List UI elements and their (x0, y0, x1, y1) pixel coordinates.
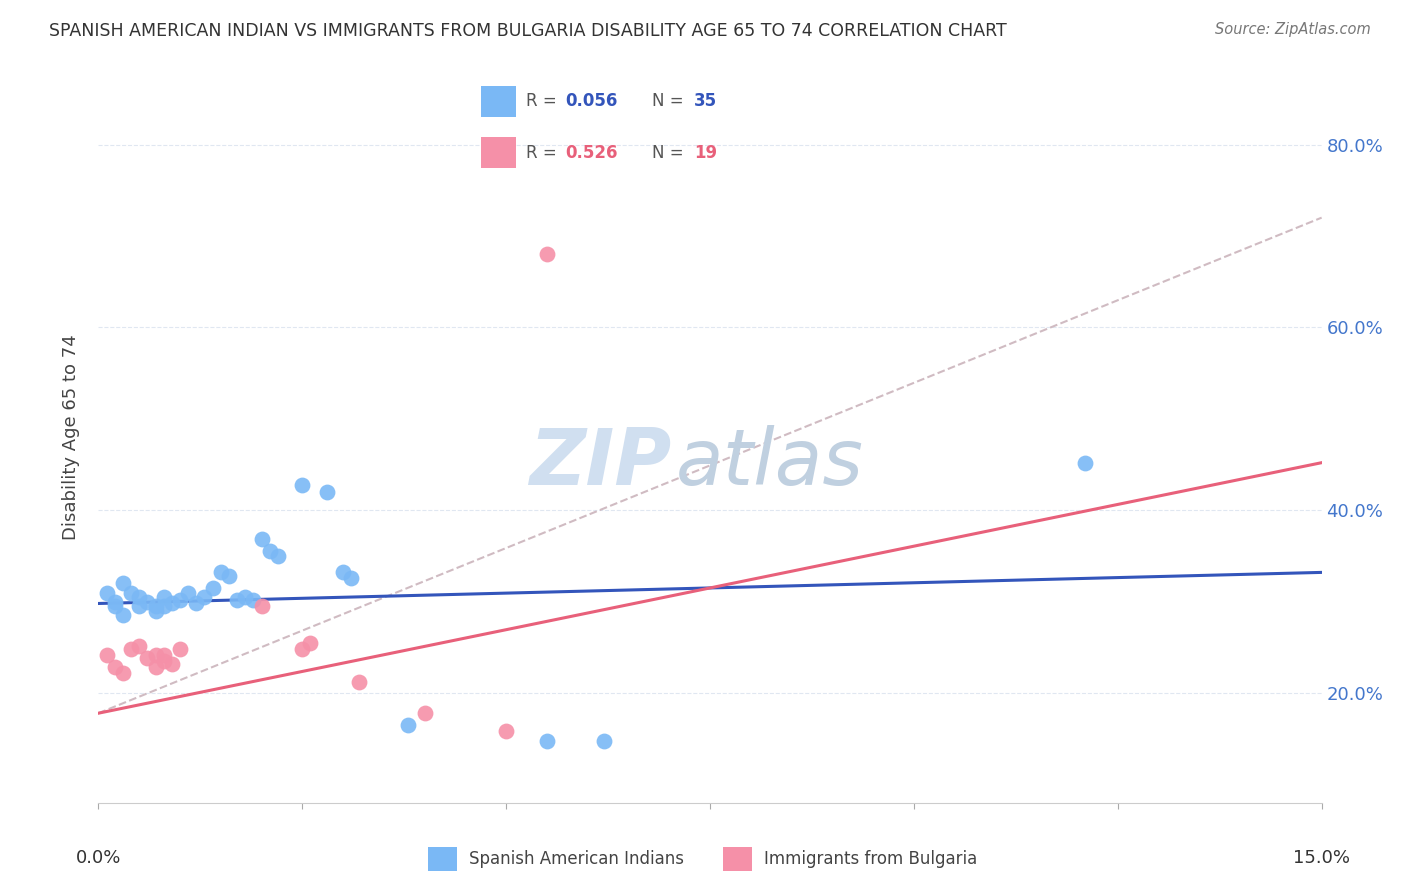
Point (250, 599, 273, 614)
Point (169, 642, 191, 657)
Point (104, 594, 127, 608)
Point (111, 576, 134, 591)
Point (104, 599, 127, 614)
Text: R =: R = (526, 144, 562, 161)
Point (226, 592, 249, 607)
Text: 0.0%: 0.0% (76, 848, 121, 866)
Point (145, 660, 167, 674)
Point (169, 592, 191, 607)
Point (152, 590, 174, 604)
Text: Immigrants from Bulgaria: Immigrants from Bulgaria (765, 849, 977, 868)
Y-axis label: Disability Age 65 to 74: Disability Age 65 to 74 (62, 334, 80, 540)
Point (111, 665, 134, 680)
Point (152, 648, 174, 662)
FancyBboxPatch shape (481, 87, 516, 117)
Point (201, 581, 224, 595)
Point (128, 590, 150, 604)
Point (536, 733, 558, 747)
Point (218, 569, 240, 583)
Point (152, 654, 174, 668)
Point (120, 585, 142, 599)
Point (145, 648, 167, 662)
Point (186, 597, 208, 611)
Point (291, 477, 314, 491)
Point (111, 608, 134, 623)
Point (128, 639, 150, 653)
Point (104, 660, 127, 674)
Text: R =: R = (526, 93, 562, 111)
Text: N =: N = (652, 144, 689, 161)
Point (259, 544, 281, 558)
Text: Source: ZipAtlas.com: Source: ZipAtlas.com (1215, 22, 1371, 37)
Point (495, 724, 517, 739)
FancyBboxPatch shape (481, 137, 516, 168)
Point (413, 706, 436, 721)
Text: 0.056: 0.056 (565, 93, 617, 111)
Text: ZIP: ZIP (529, 425, 671, 500)
FancyBboxPatch shape (427, 847, 457, 871)
Text: 15.0%: 15.0% (1294, 848, 1350, 866)
Text: 19: 19 (695, 144, 717, 161)
Point (250, 533, 273, 547)
Point (136, 651, 159, 665)
Point (332, 566, 354, 580)
Point (145, 599, 167, 614)
Point (160, 597, 183, 611)
Point (536, 247, 558, 261)
Point (267, 549, 290, 563)
Point (299, 636, 322, 650)
FancyBboxPatch shape (723, 847, 752, 871)
Point (177, 585, 200, 599)
Point (145, 604, 167, 618)
Point (315, 485, 337, 500)
Text: N =: N = (652, 93, 689, 111)
Point (128, 599, 150, 614)
Point (340, 571, 363, 585)
Text: 0.526: 0.526 (565, 144, 617, 161)
Point (96, 585, 118, 599)
Text: atlas: atlas (676, 425, 863, 500)
Point (1074, 456, 1097, 470)
Point (193, 590, 215, 604)
Point (120, 642, 142, 657)
Point (593, 733, 616, 747)
Text: SPANISH AMERICAN INDIAN VS IMMIGRANTS FROM BULGARIA DISABILITY AGE 65 TO 74 CORR: SPANISH AMERICAN INDIAN VS IMMIGRANTS FR… (49, 22, 1007, 40)
Point (152, 599, 174, 614)
Text: Spanish American Indians: Spanish American Indians (470, 849, 685, 868)
Text: 35: 35 (695, 93, 717, 111)
Point (136, 594, 159, 608)
Point (291, 642, 314, 657)
Point (349, 675, 371, 690)
Point (96, 648, 118, 662)
Point (396, 718, 419, 732)
Point (242, 592, 264, 607)
Point (209, 566, 232, 580)
Point (233, 590, 256, 604)
Point (160, 657, 183, 671)
